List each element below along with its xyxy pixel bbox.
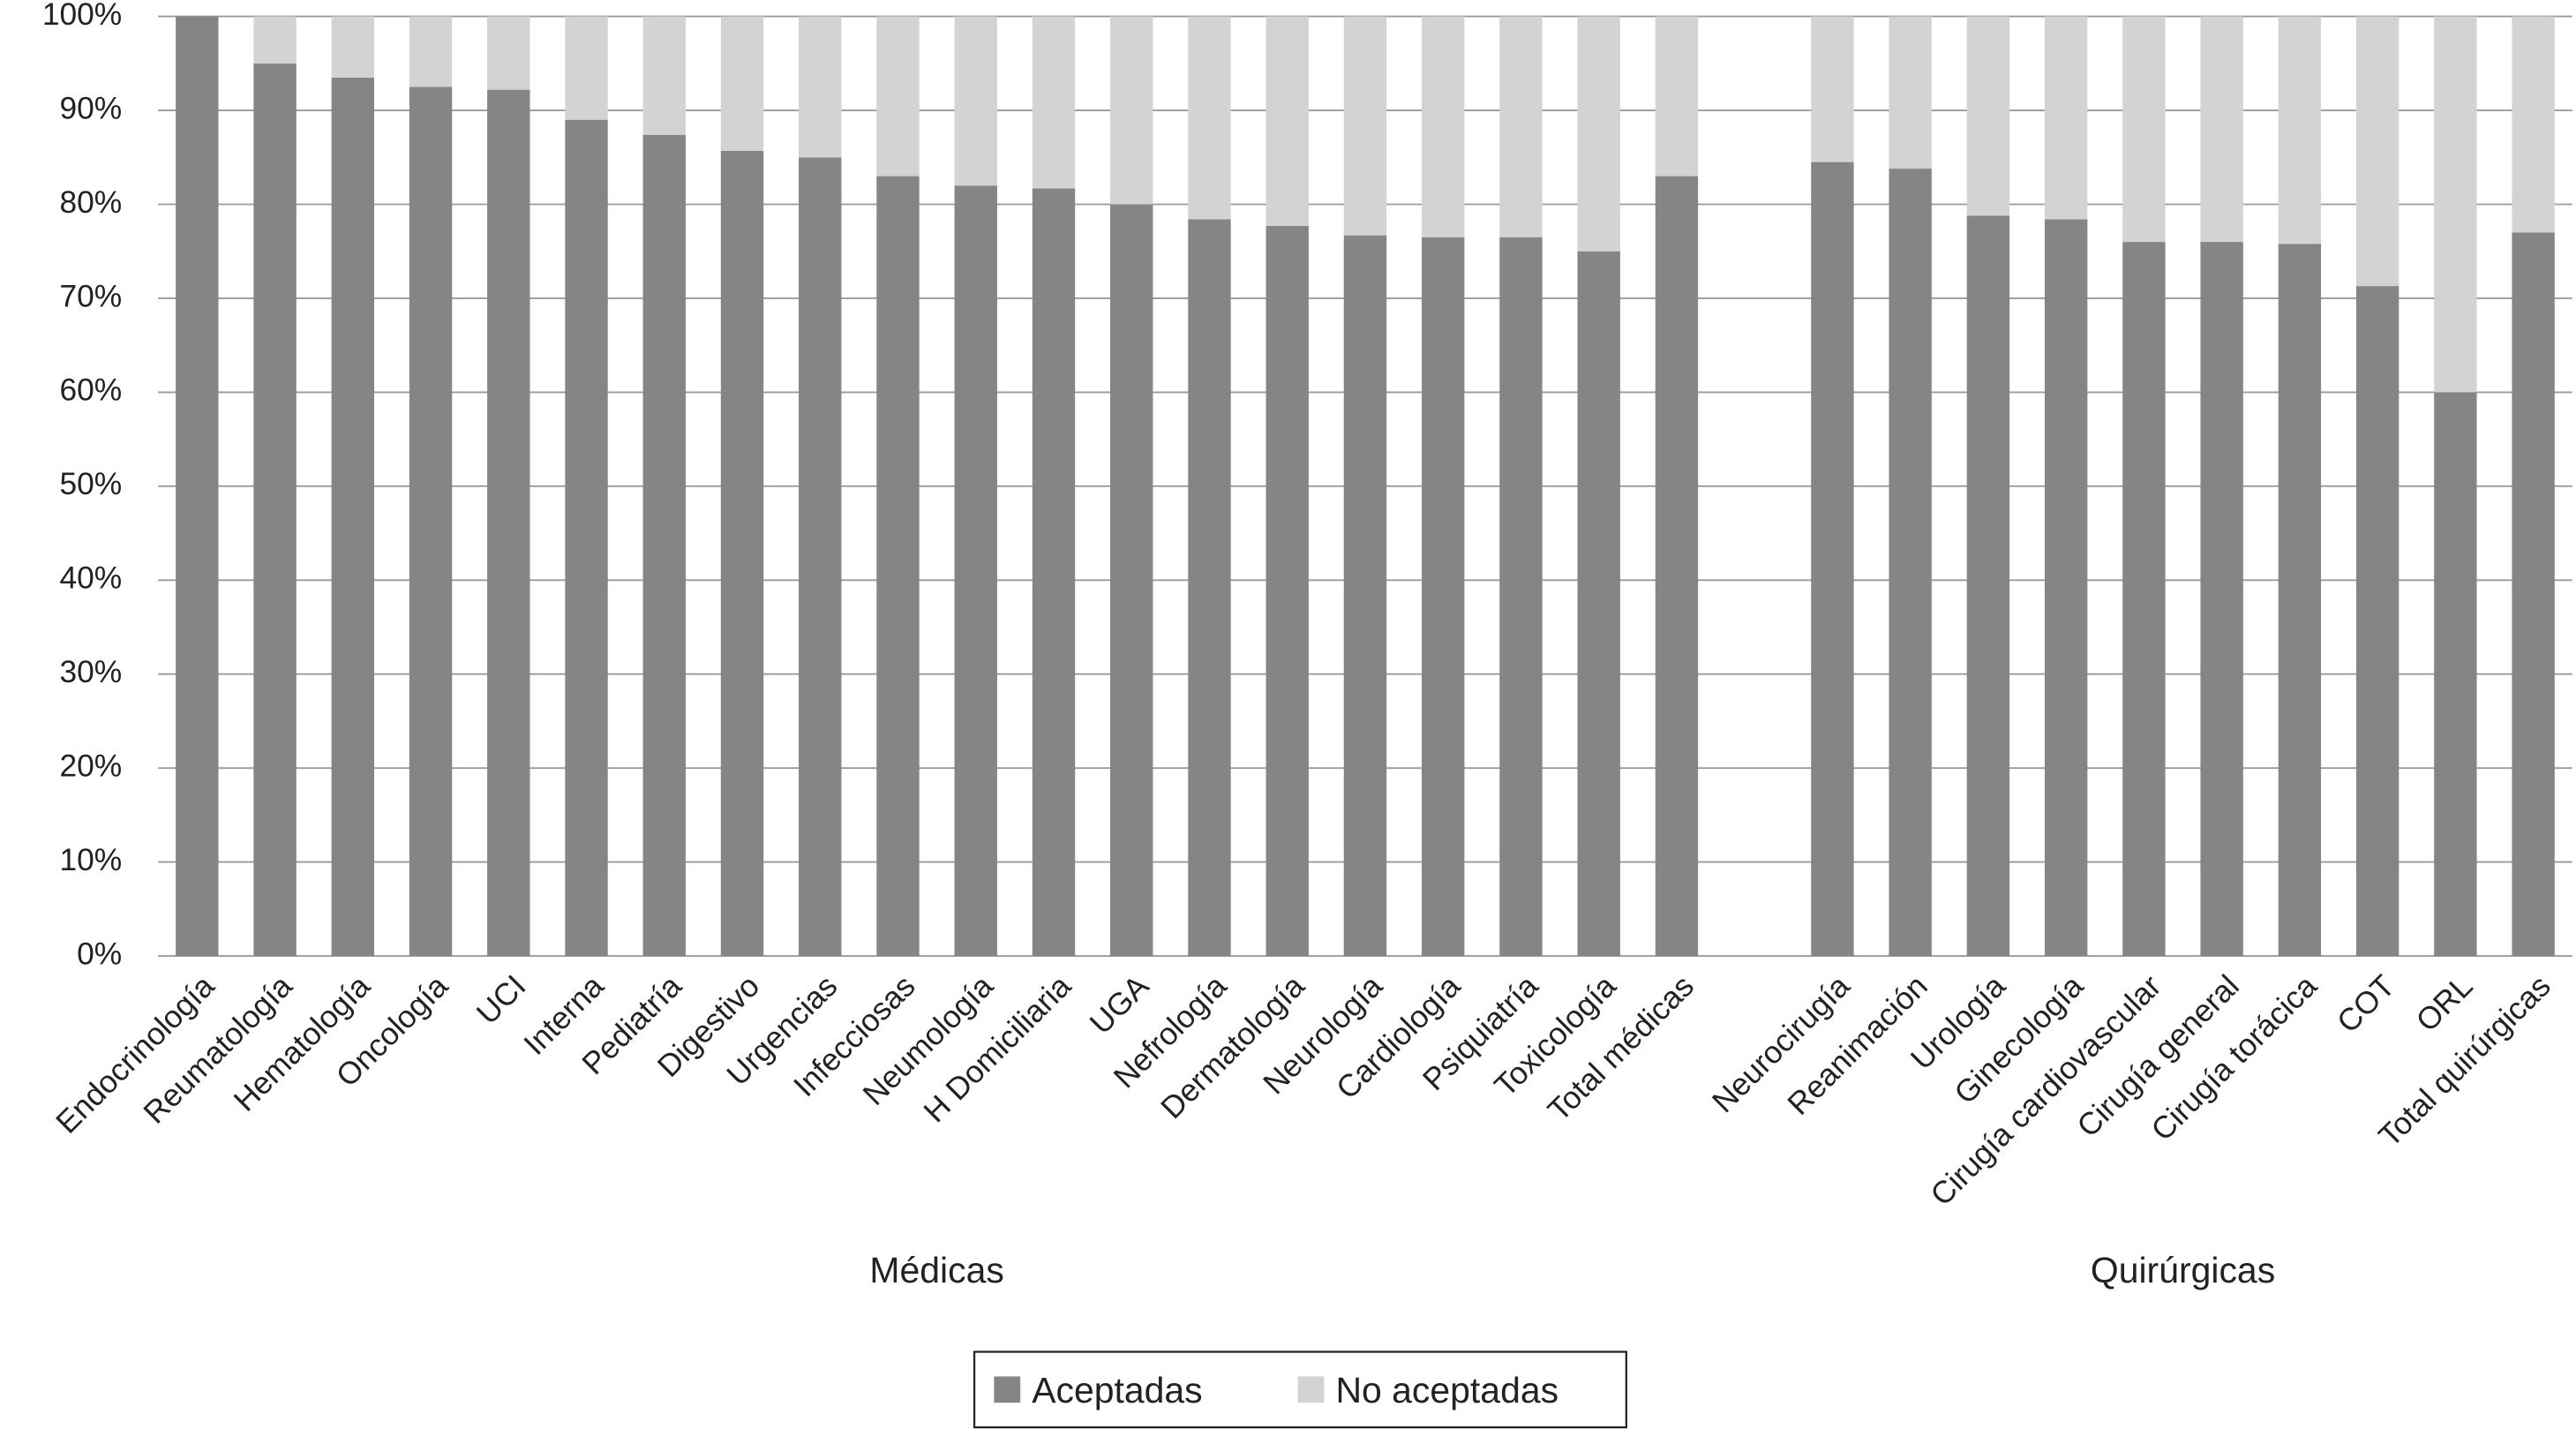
bar-segment xyxy=(2512,232,2555,957)
bar-segment xyxy=(1811,162,1854,957)
bar-segment xyxy=(487,16,530,90)
bar-segment xyxy=(2355,286,2400,957)
bar-segment xyxy=(1966,215,2010,957)
bar-segment xyxy=(1655,16,1699,177)
y-tick-label: 80% xyxy=(59,185,122,220)
bar-segment xyxy=(720,150,764,957)
bar-segment xyxy=(799,157,842,957)
bar-segment xyxy=(1032,188,1076,957)
bar-segment xyxy=(1577,251,1620,957)
legend-box xyxy=(973,1350,1627,1429)
bar-segment xyxy=(1188,16,1231,220)
bar-segment xyxy=(1966,16,2010,216)
x-tick-label: COT xyxy=(2331,969,2401,1040)
bar-segment xyxy=(2278,244,2322,957)
bar-segment xyxy=(2200,16,2243,243)
bar-segment xyxy=(409,86,453,957)
bar-segment xyxy=(487,89,530,957)
group-label: Médicas xyxy=(869,1250,1003,1290)
bar-segment xyxy=(1655,176,1699,957)
bar-segment xyxy=(2434,392,2477,957)
bar-segment xyxy=(954,16,997,186)
bar-segment xyxy=(2355,16,2400,287)
bar-segment xyxy=(253,16,297,64)
bar-segment xyxy=(1422,237,1465,957)
bar-segment xyxy=(2044,219,2088,957)
bar-segment xyxy=(565,119,608,957)
y-tick-label: 20% xyxy=(59,749,122,784)
bar-segment xyxy=(2434,16,2477,393)
y-tick-label: 10% xyxy=(59,843,122,877)
bar-segment xyxy=(253,63,297,957)
legend-label: Aceptadas xyxy=(1032,1370,1202,1410)
bar-segment xyxy=(2200,242,2243,957)
bar-segment xyxy=(799,16,842,158)
bar-segment xyxy=(1343,235,1387,957)
bar-segment xyxy=(1265,225,1309,957)
bar-segment xyxy=(1422,16,1465,237)
legend-label: No aceptadas xyxy=(1335,1370,1558,1410)
x-tick-label: ORL xyxy=(2410,969,2480,1039)
y-tick-label: 60% xyxy=(59,373,122,408)
bar-segment xyxy=(642,134,686,957)
bar-segment xyxy=(1188,219,1231,957)
x-tick-label: UCI xyxy=(470,969,533,1032)
y-tick-label: 90% xyxy=(59,91,122,125)
bar-segment xyxy=(1811,16,1854,162)
y-tick-label: 100% xyxy=(42,0,122,32)
bar-segment xyxy=(876,176,920,957)
bar-segment xyxy=(2122,242,2166,957)
bar-segment xyxy=(1577,16,1620,252)
bar-segment xyxy=(1265,16,1309,226)
bar-segment xyxy=(409,16,453,87)
bar-segment xyxy=(1110,204,1153,957)
bar-segment xyxy=(720,16,764,151)
group-label: Quirúrgicas xyxy=(2091,1250,2275,1290)
bar-segment xyxy=(2044,16,2088,220)
bar-segment xyxy=(1499,237,1543,957)
bar-segment xyxy=(954,185,997,957)
bar-segment xyxy=(876,16,920,177)
bar-segment xyxy=(2278,16,2322,244)
bar-segment xyxy=(331,77,374,957)
bar-segment xyxy=(642,16,686,135)
y-tick-label: 0% xyxy=(77,936,122,971)
bar-segment xyxy=(176,16,219,957)
bar-segment xyxy=(1499,16,1543,237)
bar-segment xyxy=(565,16,608,120)
bar-segment xyxy=(1889,16,1932,169)
bar-segment xyxy=(1343,16,1387,236)
legend-swatch xyxy=(1297,1376,1325,1403)
bar-segment xyxy=(1110,16,1153,205)
bar-segment xyxy=(1889,169,1932,957)
bar-segment xyxy=(2512,16,2555,233)
legend-swatch xyxy=(994,1376,1021,1403)
y-tick-label: 70% xyxy=(59,279,122,313)
y-tick-label: 30% xyxy=(59,655,122,689)
y-tick-label: 40% xyxy=(59,561,122,596)
bar-segment xyxy=(1032,16,1076,189)
y-tick-label: 50% xyxy=(59,467,122,501)
x-tick-label: UGA xyxy=(1084,968,1156,1041)
bar-segment xyxy=(331,16,374,78)
bar-segment xyxy=(2122,16,2166,243)
